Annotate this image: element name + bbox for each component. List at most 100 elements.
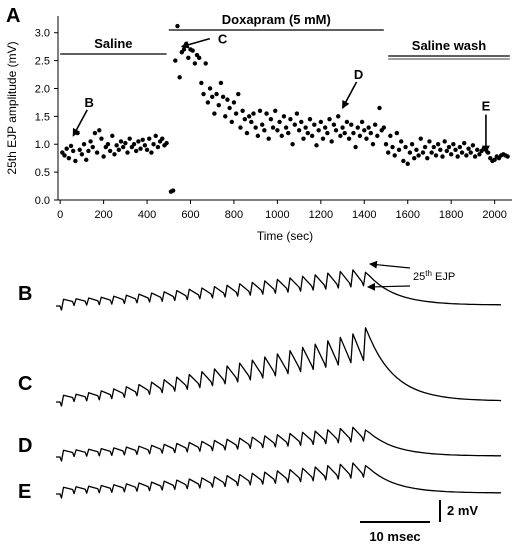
data-point <box>327 116 332 122</box>
data-point <box>283 125 289 130</box>
data-point <box>212 111 217 116</box>
data-point <box>116 147 122 153</box>
data-point <box>390 144 395 150</box>
data-point <box>433 153 439 158</box>
data-point <box>329 139 334 144</box>
voltage-scale-label: 2 mV <box>447 503 478 518</box>
data-point <box>127 136 132 141</box>
data-point <box>459 150 465 155</box>
data-point <box>277 119 282 125</box>
data-point <box>246 114 252 119</box>
data-point <box>442 139 447 144</box>
data-point <box>233 111 239 116</box>
data-point <box>205 100 211 105</box>
data-point <box>273 108 278 113</box>
data-point <box>73 158 78 164</box>
data-point <box>149 150 154 155</box>
data-point <box>312 122 317 127</box>
data-point <box>320 136 326 141</box>
data-point <box>251 111 256 116</box>
data-point <box>299 119 304 125</box>
data-point <box>207 86 213 91</box>
data-point <box>196 55 202 61</box>
data-point <box>438 147 443 153</box>
data-point <box>101 154 106 159</box>
data-point <box>407 150 413 155</box>
data-point <box>68 143 74 149</box>
data-point <box>344 119 350 125</box>
data-point <box>464 153 469 158</box>
data-point <box>316 128 321 133</box>
data-point <box>164 140 169 146</box>
data-point <box>275 128 280 133</box>
y-tick-label: 1.5 <box>35 111 50 123</box>
data-point <box>455 154 460 159</box>
ejp-trace <box>56 462 502 499</box>
data-point <box>71 148 76 154</box>
data-point <box>399 139 404 144</box>
data-point <box>472 154 478 159</box>
data-point <box>114 143 119 148</box>
data-point <box>255 133 261 139</box>
data-point <box>296 128 302 133</box>
data-point <box>240 108 245 113</box>
data-point <box>462 140 467 146</box>
data-point <box>279 133 284 139</box>
data-point <box>470 143 476 148</box>
x-axis-label: Time (sec) <box>257 229 313 243</box>
data-point <box>249 119 254 125</box>
data-point <box>364 136 369 141</box>
data-point <box>138 146 143 151</box>
data-point <box>340 125 345 130</box>
data-point <box>468 150 473 155</box>
data-point <box>225 97 230 102</box>
data-point <box>362 128 367 133</box>
data-point <box>409 142 415 147</box>
data-point <box>268 116 274 122</box>
data-points <box>60 23 510 194</box>
ejp-arrow <box>367 282 411 291</box>
data-point <box>262 128 267 133</box>
data-point <box>331 122 337 127</box>
data-point <box>383 142 389 147</box>
data-point <box>223 114 228 119</box>
data-point <box>181 47 187 52</box>
data-point <box>134 148 139 154</box>
data-point <box>110 133 115 139</box>
data-point <box>388 133 393 139</box>
data-point <box>325 130 330 136</box>
data-point <box>288 116 293 122</box>
ejp-label: 25th EJP <box>413 269 455 283</box>
data-point <box>381 125 387 130</box>
data-point <box>446 144 452 150</box>
data-point <box>412 155 417 161</box>
data-point <box>266 136 271 141</box>
data-point <box>62 153 67 158</box>
data-point <box>336 114 341 119</box>
data-point <box>448 152 454 157</box>
annotation-label: E <box>482 99 491 114</box>
data-point <box>155 144 161 150</box>
data-point <box>66 155 72 161</box>
data-point <box>136 139 141 144</box>
data-point <box>160 136 165 141</box>
x-tick-label: 0 <box>57 209 63 221</box>
data-point <box>309 133 315 139</box>
data-point <box>244 130 250 136</box>
data-point <box>242 116 248 122</box>
data-point <box>190 48 195 53</box>
data-point <box>377 105 382 111</box>
data-point <box>144 147 150 153</box>
condition-bars: Saline Doxapram (5 mM) Saline wash <box>60 12 510 60</box>
y-tick-label: 0.0 <box>35 195 50 207</box>
data-point <box>259 122 265 127</box>
data-point <box>88 139 93 144</box>
data-point <box>357 133 363 139</box>
data-point <box>342 130 347 136</box>
data-point <box>355 125 360 130</box>
data-point <box>351 130 356 136</box>
data-point <box>440 154 445 159</box>
data-point <box>370 142 376 147</box>
y-tick-label: 2.0 <box>35 83 50 95</box>
trace-letter: C <box>18 373 32 395</box>
